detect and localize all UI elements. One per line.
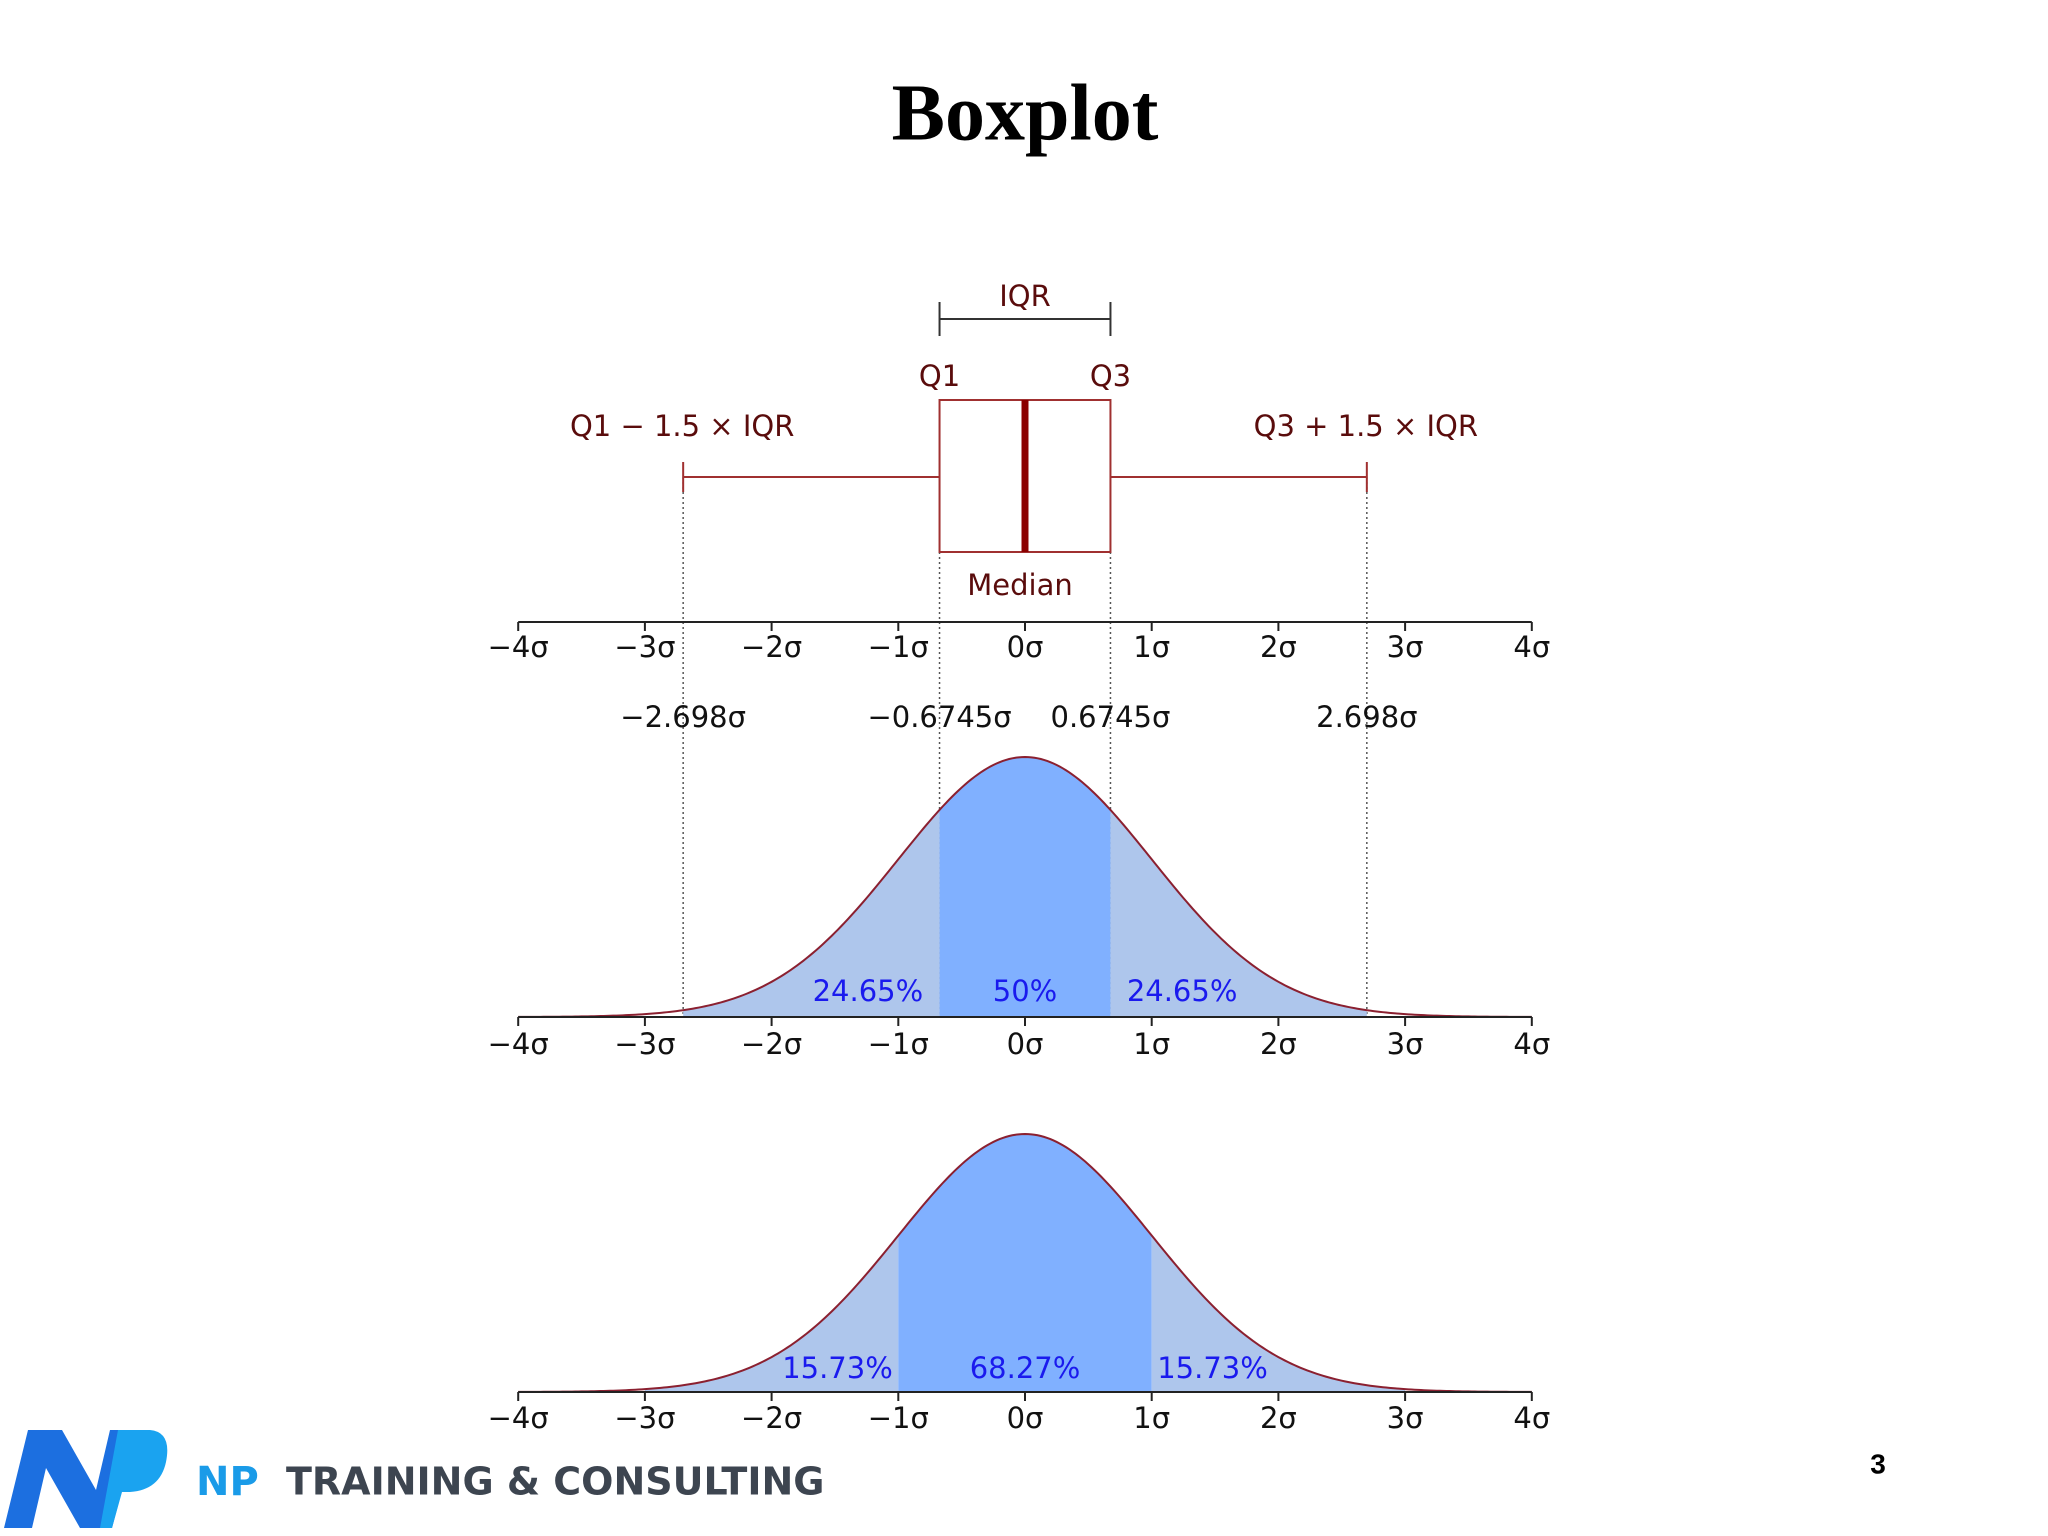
tick-label: 1σ xyxy=(1133,630,1170,664)
tick-label: 3σ xyxy=(1387,630,1424,664)
tick-label: −4σ xyxy=(488,1027,549,1061)
tick-label: 4σ xyxy=(1513,1401,1550,1435)
region-label: 15.73% xyxy=(1157,1351,1268,1385)
tick-label: 2σ xyxy=(1260,630,1297,664)
q1-label: Q1 xyxy=(919,359,960,393)
density-curve xyxy=(518,755,1532,1018)
page-number: 3 xyxy=(1870,1448,1886,1479)
marker-label: 2.698σ xyxy=(1316,700,1417,734)
tick-label: −4σ xyxy=(488,630,549,664)
tick-label: 2σ xyxy=(1260,1401,1297,1435)
region xyxy=(939,757,1111,1017)
tick-label: 1σ xyxy=(1133,1401,1170,1435)
q3-label: Q3 xyxy=(1090,359,1131,393)
region-label: 24.65% xyxy=(1127,974,1238,1008)
tick-label: 3σ xyxy=(1387,1401,1424,1435)
tick-label: −2σ xyxy=(741,1401,802,1435)
logo-p xyxy=(100,1430,168,1528)
brand: NP xyxy=(196,1459,259,1505)
tick-label: −2σ xyxy=(741,630,802,664)
tick-label: 4σ xyxy=(1513,630,1550,664)
tick-label: 4σ xyxy=(1513,1027,1550,1061)
tick-label: −3σ xyxy=(614,1027,675,1061)
tick-label: −1σ xyxy=(868,1027,929,1061)
region-label: 24.65% xyxy=(813,974,924,1008)
tick-label: −1σ xyxy=(868,1401,929,1435)
region xyxy=(1110,809,1367,1017)
tick-label: 3σ xyxy=(1387,1027,1424,1061)
region-label: 50% xyxy=(993,974,1057,1008)
tagline: TRAINING & CONSULTING xyxy=(286,1460,824,1504)
region xyxy=(683,809,940,1017)
tick-label: 2σ xyxy=(1260,1027,1297,1061)
lower-fence-label: Q1 − 1.5 × IQR xyxy=(570,409,794,443)
tick-label: −1σ xyxy=(868,630,929,664)
tick-label: 0σ xyxy=(1007,1401,1044,1435)
region xyxy=(898,1134,1152,1392)
marker-label: −2.698σ xyxy=(620,700,746,734)
tick-label: 0σ xyxy=(1007,1027,1044,1061)
marker-label: −0.6745σ xyxy=(867,700,1011,734)
marker-label: 0.6745σ xyxy=(1051,700,1171,734)
median-label: Median xyxy=(967,568,1072,602)
tick-label: 1σ xyxy=(1133,1027,1170,1061)
density-curve xyxy=(518,1132,1532,1393)
slide-title: Boxplot xyxy=(892,69,1159,157)
tick-label: −3σ xyxy=(614,630,675,664)
tick-label: −4σ xyxy=(488,1401,549,1435)
region-label: 68.27% xyxy=(970,1351,1081,1385)
tick-label: −3σ xyxy=(614,1401,675,1435)
iqr-label: IQR xyxy=(999,279,1051,313)
tick-label: 0σ xyxy=(1007,630,1044,664)
region-label: 15.73% xyxy=(782,1351,893,1385)
region xyxy=(1151,1235,1406,1392)
upper-fence-label: Q3 + 1.5 × IQR xyxy=(1254,409,1478,443)
tick-label: −2σ xyxy=(741,1027,802,1061)
logo-icon xyxy=(4,1430,168,1528)
region xyxy=(644,1235,899,1392)
